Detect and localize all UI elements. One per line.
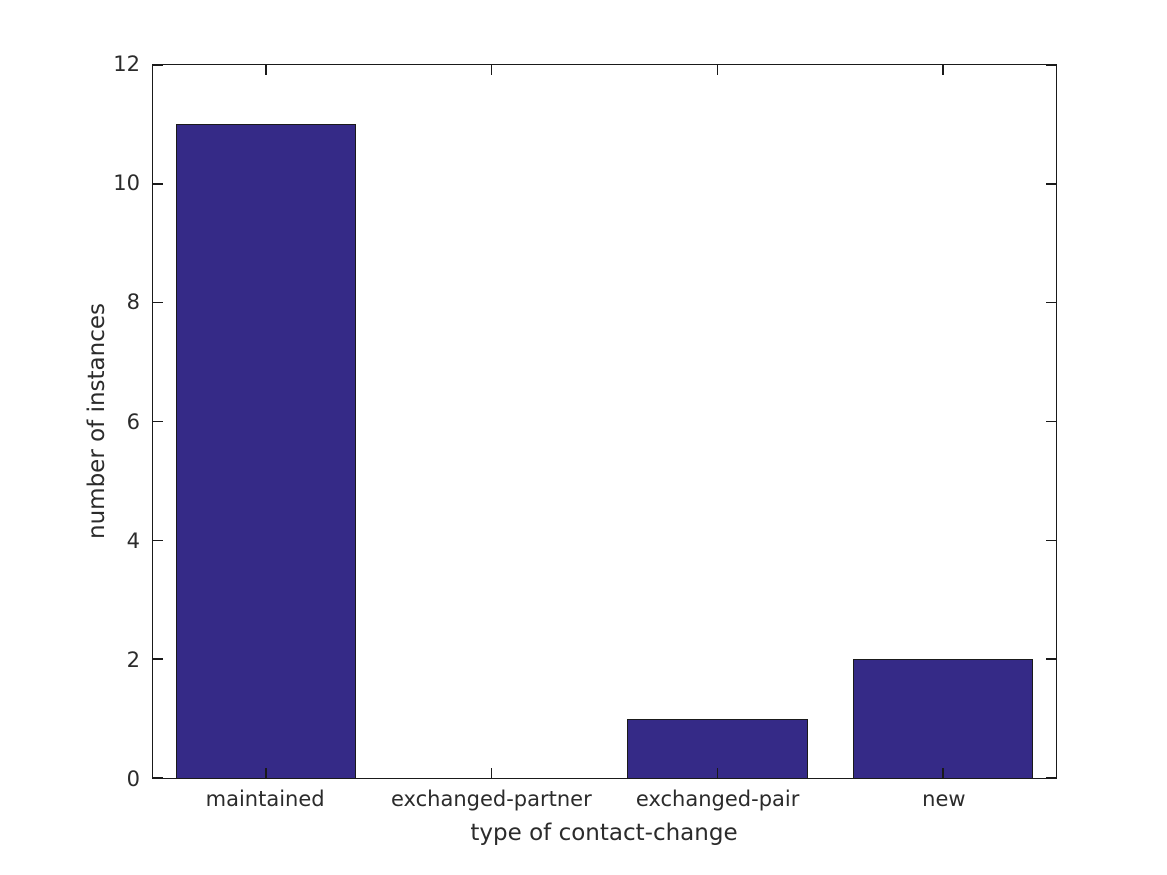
x-tick-bottom-exchanged-partner [490, 768, 493, 778]
y-tick-label-10: 10 [113, 171, 140, 196]
y-tick-right-12 [1046, 64, 1056, 66]
x-tick-top-new [942, 65, 944, 75]
y-tick-label-8: 8 [126, 290, 140, 315]
y-tick-label-0: 0 [126, 767, 140, 791]
y-tick-label-4: 4 [126, 528, 140, 553]
y-tick-left-6 [153, 420, 163, 423]
y-tick-left-10 [153, 183, 163, 185]
x-tick-label-exchanged-partner: exchanged-partner [391, 787, 592, 811]
y-tick-right-0 [1046, 777, 1056, 779]
x-tick-top-maintained [265, 65, 267, 75]
y-tick-left-12 [153, 64, 163, 66]
y-tick-label-6: 6 [126, 409, 140, 434]
y-tick-left-2 [153, 658, 163, 660]
y-tick-left-8 [153, 301, 163, 304]
y-tick-label-12: 12 [113, 52, 140, 76]
x-tick-label-maintained: maintained [205, 787, 325, 811]
x-tick-bottom-exchanged-pair [716, 768, 719, 778]
x-tick-label-exchanged-pair: exchanged-pair [635, 787, 800, 811]
x-tick-bottom-new [942, 768, 944, 778]
y-tick-right-2 [1046, 658, 1056, 660]
x-tick-top-exchanged-partner [490, 65, 493, 75]
bar-new [852, 659, 1034, 778]
y-tick-right-4 [1046, 539, 1056, 542]
y-tick-left-0 [153, 777, 163, 779]
y-tick-right-8 [1046, 301, 1056, 304]
x-tick-bottom-maintained [265, 768, 267, 778]
y-tick-label-2: 2 [126, 647, 140, 672]
x-tick-top-exchanged-pair [716, 65, 719, 75]
bar-maintained [175, 124, 357, 778]
x-axis-title: type of contact-change [470, 820, 738, 846]
x-tick-label-new: new [922, 787, 966, 811]
y-tick-right-10 [1046, 183, 1056, 185]
y-tick-left-4 [153, 539, 163, 542]
plot-area [152, 64, 1057, 779]
y-tick-right-6 [1046, 420, 1056, 423]
